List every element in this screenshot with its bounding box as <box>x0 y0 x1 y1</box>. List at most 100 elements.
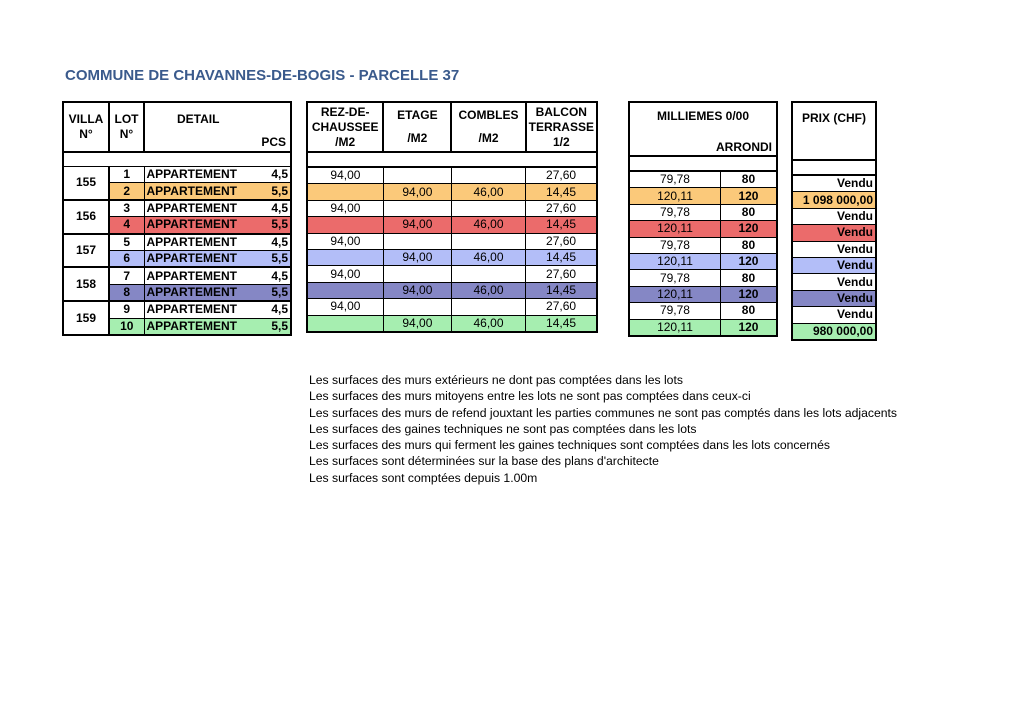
combles-value <box>450 298 527 316</box>
lot-pcs: 4,5 <box>263 199 292 218</box>
etage-value: 94,00 <box>382 281 452 300</box>
rez-value <box>306 314 384 333</box>
table-row: 94,00 46,00 14,45 <box>306 314 598 333</box>
lot-pcs: 5,5 <box>263 182 292 201</box>
lot-pcs: 5,5 <box>263 249 292 269</box>
etage-value <box>382 265 452 283</box>
header-milliemes: MILLIEMES 0/00 ARRONDI <box>628 101 778 157</box>
table-row: Vendu <box>791 224 877 242</box>
lot-number: 3 <box>108 199 145 218</box>
page-title: COMMUNE DE CHAVANNES-DE-BOGIS - PARCELLE… <box>65 67 460 84</box>
table-row: 94,00 27,60 <box>306 232 598 250</box>
arrondi-value: 120 <box>719 187 778 205</box>
lot-detail: APPARTEMENT <box>143 249 264 269</box>
milliemes-value: 79,78 <box>628 302 721 320</box>
lot-pcs: 5,5 <box>263 283 292 303</box>
rez-value: 94,00 <box>306 298 384 316</box>
lot-detail: APPARTEMENT <box>143 182 264 201</box>
milliemes-value: 120,11 <box>628 187 721 205</box>
combles-value: 46,00 <box>450 281 527 300</box>
table-row: 94,00 46,00 14,45 <box>306 183 598 201</box>
rez-value: 94,00 <box>306 265 384 283</box>
notes: Les surfaces des murs extérieurs ne dont… <box>309 372 897 486</box>
milliemes-table: MILLIEMES 0/00 ARRONDI 79,78 80 120,11 120 79… <box>628 101 778 337</box>
rez-value <box>306 281 384 300</box>
table-row: 159 9 APPARTEMENT 4,5 <box>62 300 292 336</box>
rez-value: 94,00 <box>306 232 384 250</box>
table-row: 79,78 80 <box>628 236 778 254</box>
table-row: Vendu <box>791 306 877 324</box>
prix-value: Vendu <box>791 240 877 258</box>
header-combles: COMBLES/M2 <box>450 101 527 153</box>
lot-detail: APPARTEMENT <box>143 266 264 285</box>
prix-value: Vendu <box>791 256 877 275</box>
lot-detail: APPARTEMENT <box>143 199 264 218</box>
header-prix: PRIX (CHF) <box>791 101 877 161</box>
prix-value: Vendu <box>791 289 877 308</box>
rez-value <box>306 216 384 234</box>
lot-detail: APPARTEMENT <box>143 283 264 303</box>
etage-value <box>382 166 452 185</box>
lots-table: VILLA N° LOT N° DETAIL PCS 155 1 APPARTEMEN… <box>62 101 292 336</box>
note-line: Les surfaces des murs de refend jouxtant… <box>309 405 898 420</box>
note-line: Les surfaces sont déterminées sur la bas… <box>309 454 659 469</box>
table-row: 94,00 27,60 <box>306 265 598 283</box>
balcon-value: 27,60 <box>525 298 598 316</box>
combles-value: 46,00 <box>450 314 527 333</box>
table-row: 980 000,00 <box>791 322 877 341</box>
lot-pcs: 4,5 <box>263 300 292 319</box>
lot-pcs: 5,5 <box>263 216 292 235</box>
balcon-value: 27,60 <box>525 199 598 218</box>
prix-value: Vendu <box>791 224 877 242</box>
rez-value <box>306 248 384 267</box>
table-row: Vendu <box>791 240 877 258</box>
header-balcon: BALCON TERRASSE 1/2 <box>524 101 599 153</box>
etage-value <box>382 298 452 316</box>
arrondi-value: 120 <box>719 252 778 271</box>
rez-value: 94,00 <box>306 166 384 185</box>
rez-value: 94,00 <box>306 199 384 218</box>
arrondi-value: 120 <box>719 318 778 337</box>
table-row: 79,78 80 <box>628 269 778 287</box>
lot-detail: APPARTEMENT <box>143 300 264 319</box>
villa-number: 159 <box>62 300 110 336</box>
table-row: 157 5 APPARTEMENT 4,5 <box>62 233 292 269</box>
etage-value <box>382 232 452 250</box>
table-row: 94,00 46,00 14,45 <box>306 281 598 300</box>
prix-value: Vendu <box>791 306 877 324</box>
table-row: Vendu <box>791 273 877 291</box>
table-row: 120,11 120 <box>628 285 778 304</box>
table-row: Vendu <box>791 207 877 226</box>
arrondi-value: 80 <box>719 203 778 222</box>
surfaces-table: REZ-DE-CHAUSSEE/M2 ETAGE/M2 COMBLES/M2 B… <box>305 101 599 333</box>
table-row: 4 APPARTEMENT 5,5 <box>63 216 292 235</box>
milliemes-value: 79,78 <box>628 170 721 189</box>
balcon-value: 14,45 <box>525 281 598 300</box>
table-row: Vendu <box>791 256 877 275</box>
lot-number: 10 <box>108 317 145 336</box>
table-row: 120,11 120 <box>628 187 778 205</box>
milliemes-value: 120,11 <box>628 285 721 304</box>
note-line: Les surfaces sont comptées depuis 1.00m <box>309 470 538 485</box>
table-row: 6 APPARTEMENT 5,5 <box>63 249 292 269</box>
lot-number: 5 <box>108 233 145 251</box>
balcon-value: 14,45 <box>525 216 598 234</box>
lot-pcs: 5,5 <box>263 317 292 336</box>
arrondi-value: 120 <box>719 220 778 238</box>
prix-value: Vendu <box>791 207 877 226</box>
arrondi-value: 80 <box>719 302 778 320</box>
milliemes-value: 79,78 <box>628 203 721 222</box>
villa-number: 158 <box>62 266 110 303</box>
lot-pcs: 4,5 <box>263 165 292 184</box>
header-villa: VILLA N° <box>62 101 110 153</box>
combles-value <box>450 232 527 250</box>
table-row: 94,00 27,60 <box>306 166 598 185</box>
table-row: 94,00 27,60 <box>306 298 598 316</box>
villa-number: 157 <box>62 233 110 269</box>
villa-number: 155 <box>62 165 110 201</box>
combles-value <box>450 166 527 185</box>
table-row: 79,78 80 <box>628 302 778 320</box>
etage-value: 94,00 <box>382 248 452 267</box>
header-etage: ETAGE/M2 <box>382 101 453 153</box>
lot-detail: APPARTEMENT <box>143 165 264 184</box>
